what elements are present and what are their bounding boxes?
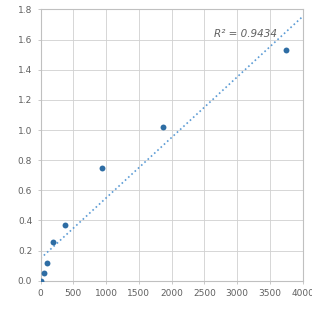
- Point: [38, 278, 43, 283]
- Text: R² = 0.9434: R² = 0.9434: [214, 28, 277, 38]
- Point: [41, 271, 46, 276]
- Point: [100, 165, 105, 170]
- Point: [161, 124, 166, 129]
- Point: [44, 260, 49, 265]
- Point: [63, 222, 68, 227]
- Point: [50, 239, 55, 244]
- Point: [284, 47, 289, 52]
